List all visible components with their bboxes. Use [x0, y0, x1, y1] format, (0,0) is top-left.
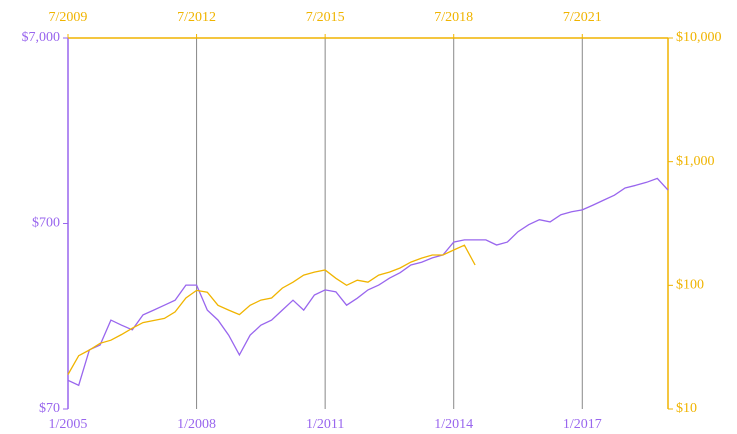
x2-tick-label: 7/2009: [49, 10, 88, 25]
y-tick-label: $7,000: [22, 30, 61, 45]
x2-tick-label: 7/2021: [563, 10, 602, 25]
x-tick-label: 1/2005: [49, 417, 88, 432]
x-tick-label: 1/2017: [563, 417, 602, 432]
x2-tick-label: 7/2018: [434, 10, 473, 25]
series-line: [67, 244, 476, 375]
series-line: [67, 177, 669, 387]
x2-tick-label: 7/2012: [177, 10, 216, 25]
y-tick-label: $700: [32, 216, 60, 231]
y2-tick-label: $100: [676, 278, 704, 293]
y-tick-label: $70: [39, 401, 60, 416]
x2-tick-label: 7/2015: [306, 10, 345, 25]
y2-tick-label: $10,000: [676, 30, 722, 45]
x-tick-label: 1/2014: [434, 417, 473, 432]
x-tick-label: 1/2011: [306, 417, 344, 432]
y2-tick-label: $10: [676, 401, 697, 416]
y2-tick-label: $1,000: [676, 154, 715, 169]
x-tick-label: 1/2008: [177, 417, 216, 432]
